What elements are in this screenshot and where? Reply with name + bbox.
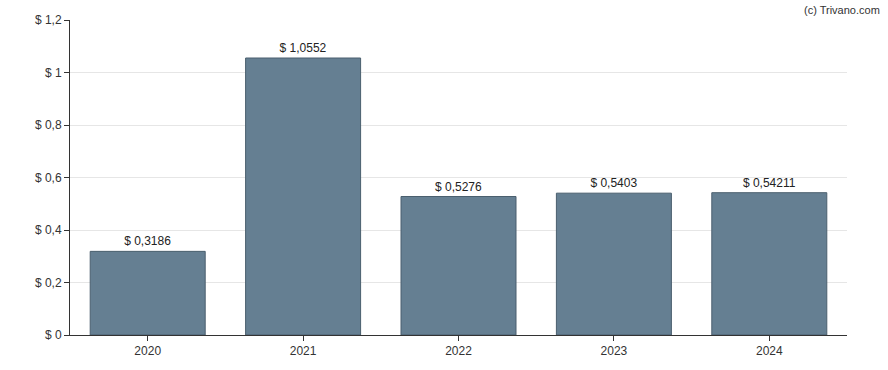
svg-text:$ 0,2: $ 0,2 (35, 276, 62, 290)
svg-text:$ 1: $ 1 (45, 66, 62, 80)
svg-text:$ 0,54211: $ 0,54211 (743, 176, 796, 190)
svg-text:$ 0,8: $ 0,8 (35, 118, 62, 132)
svg-text:$ 0,6: $ 0,6 (35, 171, 62, 185)
svg-text:$ 0,5403: $ 0,5403 (590, 176, 637, 190)
svg-text:2021: 2021 (290, 344, 317, 358)
svg-text:$ 1,0552: $ 1,0552 (280, 41, 327, 55)
svg-text:$ 0,3186: $ 0,3186 (124, 234, 171, 248)
svg-text:$ 0: $ 0 (45, 328, 62, 342)
svg-text:2023: 2023 (601, 344, 628, 358)
svg-text:$ 1,2: $ 1,2 (35, 13, 62, 27)
svg-text:$ 0,4: $ 0,4 (35, 223, 62, 237)
svg-text:2020: 2020 (134, 344, 161, 358)
svg-text:$ 0,5276: $ 0,5276 (435, 180, 482, 194)
svg-text:2024: 2024 (756, 344, 783, 358)
svg-text:(c) Trivano.com: (c) Trivano.com (804, 4, 880, 16)
svg-text:2022: 2022 (445, 344, 472, 358)
